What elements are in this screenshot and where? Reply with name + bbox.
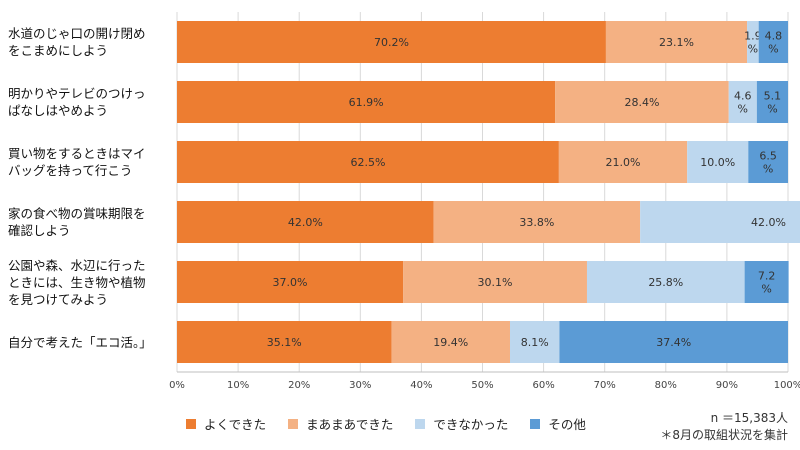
bar-segment xyxy=(748,141,788,183)
data-label: 7.2% xyxy=(758,270,776,296)
bar-segment xyxy=(509,321,560,363)
bar-segment xyxy=(605,21,748,63)
bar-segment xyxy=(177,141,559,183)
legend-label: その他 xyxy=(548,417,586,432)
data-label: 61.9% xyxy=(349,96,384,109)
category-label: 買い物をするときはマイ バッグを持って行こう xyxy=(8,146,146,178)
bar-segment xyxy=(586,261,745,303)
aggregation-footnote: ＊8月の取組状況を集計 xyxy=(660,428,788,442)
data-label: 42.0% xyxy=(288,216,323,229)
x-tick-label: 0% xyxy=(169,380,185,391)
legend-item-other: その他 xyxy=(530,414,586,433)
category-label: 家の食べ物の賞味期限を 確認しよう xyxy=(8,206,146,238)
category-label: 明かりやテレビのつけっ ぱなしはやめよう xyxy=(8,86,146,118)
x-tick-label: 20% xyxy=(288,380,310,391)
x-tick-label: 50% xyxy=(471,380,493,391)
data-label: 8.1% xyxy=(521,336,549,349)
x-tick-label: 60% xyxy=(532,380,554,391)
bar-segment xyxy=(555,81,729,123)
bar-segment xyxy=(747,21,759,63)
data-label: 37.4% xyxy=(656,336,691,349)
data-label: 25.8% xyxy=(648,276,683,289)
legend-item-fair: まあまあできた xyxy=(288,414,393,433)
data-label: 28.4% xyxy=(624,96,659,109)
bar-segment xyxy=(177,21,606,63)
data-label: 42.0% xyxy=(751,216,786,229)
data-label: 19.4% xyxy=(433,336,468,349)
x-tick-label: 10% xyxy=(227,380,249,391)
data-label: 10.0% xyxy=(700,156,735,169)
data-label: 37.0% xyxy=(273,276,308,289)
category-label: 水道のじゃ口の開け閉め をこまめにしよう xyxy=(8,26,146,58)
bar-segment xyxy=(640,201,800,243)
data-label: 1.9% xyxy=(744,30,762,56)
legend-label: よくできた xyxy=(204,417,267,432)
data-label: 5.1% xyxy=(764,90,782,116)
data-label: 6.5% xyxy=(759,150,777,176)
bar-segment xyxy=(758,21,788,63)
data-label: 33.8% xyxy=(519,216,554,229)
legend-label: できなかった xyxy=(433,417,509,432)
legend-swatch xyxy=(186,418,196,429)
x-tick-label: 70% xyxy=(594,380,616,391)
x-tick-label: 100% xyxy=(774,380,800,391)
bar-segment xyxy=(177,321,392,363)
bar-segment xyxy=(391,321,510,363)
legend-label: まあまあできた xyxy=(306,417,394,432)
data-label: 62.5% xyxy=(350,156,385,169)
x-tick-label: 30% xyxy=(349,380,371,391)
x-tick-label: 90% xyxy=(716,380,738,391)
bar-segment xyxy=(687,141,749,183)
x-tick-label: 40% xyxy=(410,380,432,391)
bar-segment xyxy=(403,261,587,303)
legend-swatch xyxy=(530,418,541,429)
data-label: 4.8% xyxy=(765,30,783,56)
legend-swatch xyxy=(415,418,426,429)
bar-segment xyxy=(433,201,641,243)
sample-size-note: n ＝15,383人 xyxy=(710,411,788,425)
data-label: 35.1% xyxy=(267,336,302,349)
category-label: 公園や森、水辺に行った ときには、生き物や植物 を見つけてみよう xyxy=(8,257,146,307)
x-tick-label: 80% xyxy=(655,380,677,391)
bar-segment xyxy=(728,81,757,123)
data-label: 21.0% xyxy=(606,156,641,169)
data-label: 23.1% xyxy=(659,36,694,49)
legend-item-not-done: できなかった xyxy=(415,414,508,433)
legend-item-good: よくできた xyxy=(186,414,266,433)
data-label: 70.2% xyxy=(374,36,409,49)
bar-segment xyxy=(744,261,789,303)
bar-segment xyxy=(558,141,688,183)
data-label: 30.1% xyxy=(478,276,513,289)
bar-segment xyxy=(756,81,788,123)
data-label: 4.6% xyxy=(734,90,752,116)
legend-swatch xyxy=(288,418,299,429)
bar-segment xyxy=(177,201,434,243)
bar-segment xyxy=(177,81,556,123)
bar-segment xyxy=(177,261,404,303)
legend: よくできた まあまあできた できなかった その他 xyxy=(186,414,608,433)
category-label: 自分で考えた「エコ活。」 xyxy=(8,334,152,350)
bar-segment xyxy=(559,321,788,363)
